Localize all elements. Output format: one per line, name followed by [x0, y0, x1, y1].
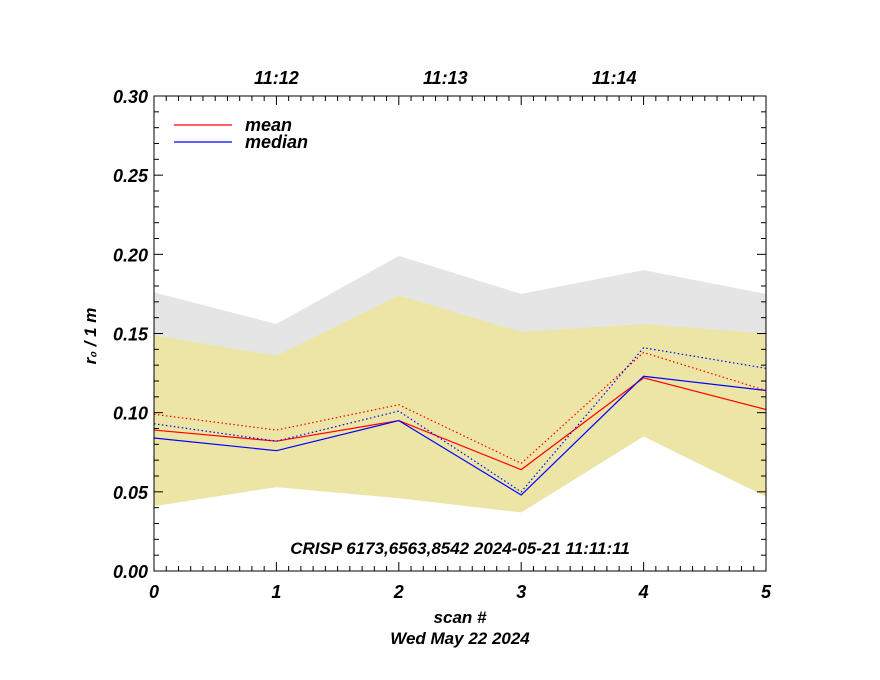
top-axis-time-label: 11:12 — [254, 68, 299, 88]
tick-group — [153, 95, 767, 572]
top-axis-time-label: 11:13 — [423, 68, 468, 88]
x-axis-date-label: Wed May 22 2024 — [390, 629, 530, 648]
y-tick-label: 0.05 — [113, 483, 149, 503]
series-line-mean — [153, 377, 767, 471]
y-tick-label: 0.25 — [113, 166, 149, 186]
x-tick-label: 1 — [271, 582, 281, 602]
top-axis-time-label: 11:14 — [592, 68, 637, 88]
legend-label-median: median — [245, 132, 308, 152]
x-tick-label: 2 — [393, 582, 404, 602]
y-tick-label: 0.00 — [113, 562, 148, 582]
series-line-median — [153, 375, 767, 496]
x-tick-label: 4 — [638, 582, 649, 602]
x-axis-label: scan # — [434, 608, 487, 627]
y-tick-label: 0.15 — [113, 325, 149, 345]
x-tick-label: 3 — [516, 582, 526, 602]
tick-label-group: 0 1 2 3 4 5 0.00 0.05 0.10 0.15 0.20 0.25 0.30 11:12 1… — [113, 68, 772, 602]
y-tick-label: 0.10 — [113, 404, 148, 424]
x-tick-label: 5 — [761, 582, 772, 602]
y-tick-label: 0.20 — [113, 245, 148, 265]
band-1 — [154, 295, 766, 513]
chart-annotation: CRISP 6173,6563,8542 2024-05-21 11:11:11 — [290, 539, 630, 558]
y-tick-label: 0.30 — [113, 87, 148, 107]
legend-label-mean: mean — [245, 115, 292, 135]
y-axis-label: r₀ / 1 m — [81, 308, 100, 365]
series-line-mean-dotted — [153, 351, 767, 465]
x-tick-label: 0 — [149, 582, 159, 602]
band-group — [154, 255, 766, 513]
series-group — [153, 347, 767, 496]
